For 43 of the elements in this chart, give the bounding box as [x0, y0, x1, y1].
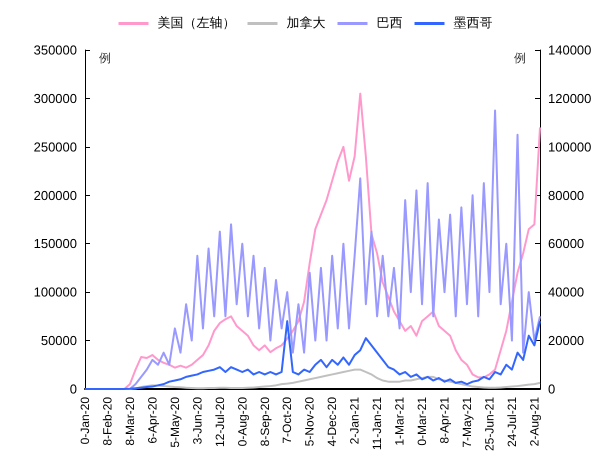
x-tick-label: 0-Mar-21	[415, 396, 430, 446]
x-tick-label: 3-Jun-20	[190, 396, 204, 444]
y-tick-label: 100000	[34, 284, 77, 300]
y2-tick-label: 20000	[548, 333, 584, 348]
y2-tick-label: 80000	[548, 188, 584, 203]
y-tick-label: 250000	[34, 139, 77, 154]
y2-axis-title: 例	[514, 51, 526, 65]
x-tick-label: 7-Oct-20	[280, 396, 294, 444]
legend-label: 加拿大	[286, 16, 326, 31]
x-tick-label: 5-Nov-20	[302, 396, 317, 446]
x-tick-label: 5-May-20	[168, 396, 182, 448]
y-tick-label: 150000	[34, 236, 77, 252]
legend-label: 巴西	[376, 16, 402, 31]
x-tick-label: 1-Mar-21	[392, 396, 407, 446]
y-tick-label: 300000	[34, 90, 77, 106]
y2-tick-label: 60000	[548, 236, 584, 252]
legend-label: 美国（左轴）	[158, 15, 236, 31]
x-tick-label: 11-Jan-21	[370, 396, 384, 450]
x-tick-label: 8-Apr-21	[438, 396, 452, 444]
x-tick-label: 25-Jun-21	[482, 396, 496, 452]
y2-tick-label: 140000	[548, 42, 592, 58]
x-tick-label: 4-Dec-20	[325, 396, 340, 446]
legend-label: 墨西哥	[454, 16, 492, 31]
x-tick-label: 8-Mar-20	[122, 396, 137, 446]
x-tick-label: 2-Jan-21	[348, 396, 362, 444]
x-tick-label: 0-Jan-20	[78, 396, 92, 444]
y-tick-label: 0	[70, 381, 77, 396]
y2-tick-label: 100000	[548, 139, 592, 154]
y2-tick-label: 0	[548, 381, 556, 396]
x-tick-label: 12-Jul-20	[212, 396, 227, 447]
y2-tick-label: 40000	[548, 284, 584, 300]
y2-tick-label: 120000	[548, 90, 592, 106]
y-tick-label: 50000	[40, 333, 77, 348]
x-tick-label: 2-Aug-21	[527, 396, 542, 446]
x-tick-label: 24-Jul-21	[504, 396, 519, 447]
x-tick-label: 7-May-21	[460, 396, 474, 448]
y-tick-label: 350000	[34, 42, 77, 58]
y-axis-title: 例	[99, 51, 111, 65]
x-tick-label: 6-Apr-20	[145, 396, 160, 444]
x-tick-label: 8-Feb-20	[100, 396, 114, 446]
x-tick-label: 8-Sep-20	[258, 396, 272, 446]
x-tick-label: 0-Aug-20	[235, 396, 250, 446]
y-tick-label: 200000	[34, 188, 77, 203]
